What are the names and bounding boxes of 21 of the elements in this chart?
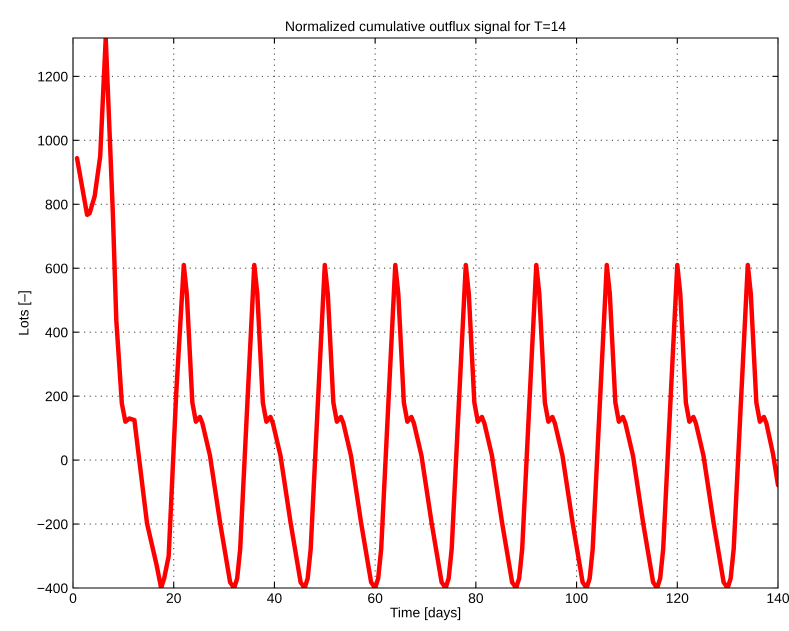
y-tick-label: −200 [38, 519, 68, 530]
x-axis-title: Time [days] [390, 607, 460, 620]
y-tick-label: 400 [45, 328, 68, 338]
x-tick-label: 20 [166, 593, 181, 604]
x-tick-label: 60 [368, 593, 382, 604]
x-tick-label: 40 [267, 593, 282, 604]
y-tick-label: 800 [46, 200, 68, 210]
y-tick-label: −400 [38, 583, 68, 594]
y-tick-label: 1200 [38, 72, 68, 82]
y-tick-label: 600 [46, 264, 68, 274]
y-tick-label: 1000 [38, 136, 68, 146]
x-tick-label: 80 [468, 593, 484, 604]
x-tick-label: 140 [767, 593, 789, 604]
x-tick-label: 100 [566, 593, 588, 604]
line-series [74, 38, 778, 588]
x-tick-label: 0 [70, 593, 76, 604]
x-tick-label: 120 [666, 593, 688, 604]
y-tick-label: 200 [46, 391, 68, 402]
chart-title: Normalized cumulative outflux signal for T=14 [286, 20, 566, 34]
y-tick-label: 0 [60, 455, 68, 466]
y-axis-title: Lots [–] [18, 291, 32, 335]
